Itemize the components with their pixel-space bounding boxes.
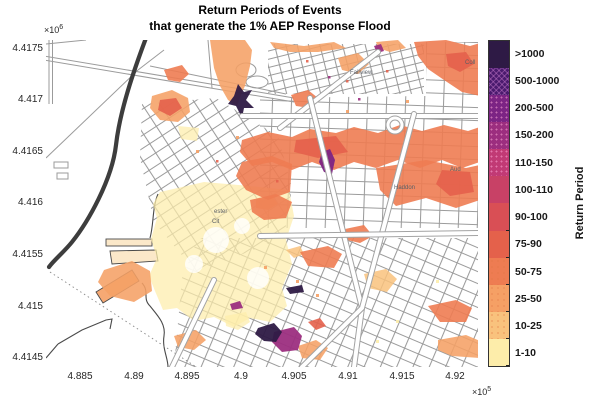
x-tick-label: 4.91 — [338, 371, 358, 382]
colorbar-tick-label: 150-200 — [515, 129, 554, 141]
colorbar-segment — [489, 95, 509, 123]
colorbar-tick-label: 100-110 — [515, 184, 553, 196]
colorbar-segment — [489, 176, 509, 205]
colorbar-tick-label: 500-1000 — [515, 75, 560, 87]
flood-holes — [185, 218, 269, 289]
place-label-haddon: Haddon — [394, 185, 415, 191]
x-tick-label: 4.92 — [445, 371, 465, 382]
colorbar-tick-label: 110-150 — [515, 157, 553, 169]
colorbar-segment — [489, 68, 509, 96]
colorbar-tick-label: 90-100 — [515, 211, 548, 223]
y-tick-label: 4.4165 — [12, 146, 43, 157]
colorbar — [488, 40, 510, 367]
colorbar-tick-label: 200-500 — [515, 102, 554, 114]
place-label-gloucester: Cit — [212, 219, 220, 225]
colorbar-segment — [489, 230, 509, 259]
railroad-line — [46, 40, 148, 270]
y-tick-label: 4.417 — [17, 94, 43, 105]
map-canvas: Fairview Coll Aud Haddon ester Cit — [46, 40, 478, 367]
x-tick-label: 4.895 — [174, 371, 200, 382]
x-tick-label: 4.89 — [124, 371, 144, 382]
colorbar-segment — [489, 122, 509, 150]
map-place-labels: Fairview Coll Aud Haddon ester Cit — [212, 60, 475, 225]
place-label-fairview: Fairview — [350, 70, 373, 76]
flood-region-1-10 — [149, 126, 294, 330]
colorbar-segment — [489, 284, 509, 313]
y-axis-exponent: ×106 — [44, 24, 64, 35]
place-label-gloucester: ester — [214, 209, 227, 215]
map-area: Fairview Coll Aud Haddon ester Cit — [46, 40, 478, 367]
colorbar-segment — [489, 149, 509, 177]
flood-region-25-50 — [98, 40, 478, 360]
colorbar-tick-label: 10-25 — [515, 320, 542, 332]
colorbar-tick-label: 25-50 — [515, 293, 542, 305]
y-tick-label: 4.416 — [17, 197, 43, 208]
colorbar-segment — [489, 203, 509, 232]
place-label-coll: Coll — [465, 60, 475, 66]
x-axis-exponent: ×105 — [472, 386, 492, 397]
major-roads — [169, 49, 478, 367]
flood-overlay — [98, 40, 478, 360]
x-tick-label: 4.915 — [389, 371, 415, 382]
colorbar-tick-label: 75-90 — [515, 238, 542, 250]
colorbar-segment — [489, 257, 509, 286]
x-tick-label: 4.905 — [281, 371, 307, 382]
colorbar-tick-label: 50-75 — [515, 266, 542, 278]
y-tick-label: 4.4145 — [12, 352, 43, 363]
flood-speckles — [196, 60, 439, 343]
colorbar-segment — [489, 41, 509, 69]
colorbar-segment — [489, 311, 509, 340]
colorbar-tick-label: >1000 — [515, 48, 545, 60]
figure-title-line2: that generate the 1% AEP Response Flood — [149, 19, 391, 33]
y-tick-label: 4.4155 — [12, 249, 43, 260]
flood-region-over-1000 — [228, 84, 304, 342]
flood-region-75-90 — [158, 52, 474, 330]
y-tick-label: 4.4175 — [12, 43, 43, 54]
y-tick-label: 4.415 — [17, 301, 43, 312]
figure-title-line1: Return Periods of Events — [198, 3, 342, 17]
colorbar-axis-label: Return Period — [574, 166, 586, 240]
colorbar-tick-label: 1-10 — [515, 347, 537, 359]
x-tick-label: 4.885 — [67, 371, 93, 382]
flood-region-50-75 — [164, 40, 478, 322]
x-tick-label: 4.9 — [234, 371, 248, 382]
colorbar-segment — [489, 338, 509, 367]
place-label-aud: Aud — [450, 167, 461, 173]
